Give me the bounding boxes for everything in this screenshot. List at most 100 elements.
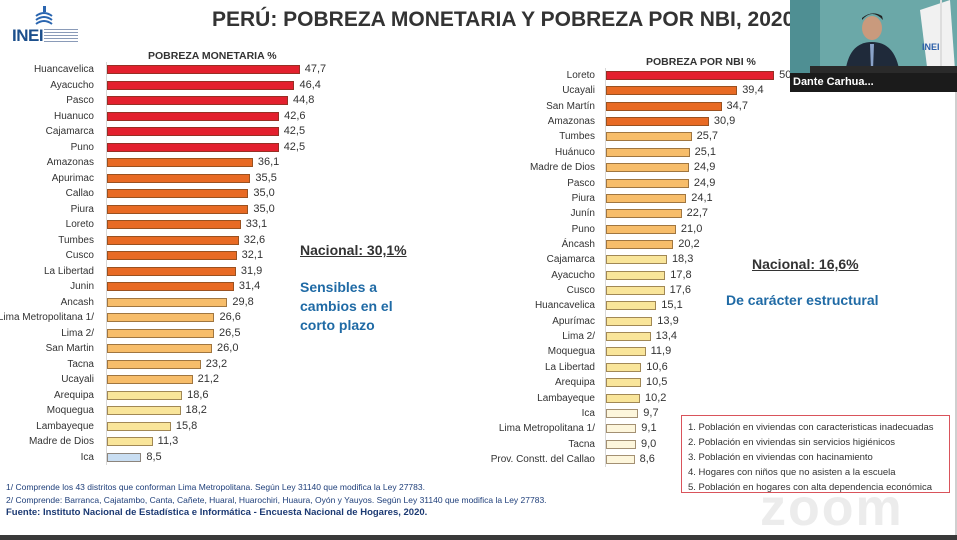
bar [107, 65, 300, 74]
value-label: 13,4 [655, 330, 678, 343]
bar [107, 142, 279, 152]
category-label: Tacna [67, 358, 94, 370]
logo-text: INEI [12, 26, 44, 45]
nacional-nbi: Nacional: 16,6% [752, 256, 859, 272]
value-label: 31,9 [240, 264, 263, 277]
value-label: 26,0 [217, 342, 239, 354]
value-label: 23,2 [205, 357, 228, 370]
value-label: 18,3 [671, 253, 694, 266]
legend-item: 5. Población en hogares con alta depende… [688, 482, 933, 493]
value-label: 20,2 [678, 237, 700, 250]
value-label: 8,5 [146, 450, 162, 463]
category-label: Apurímac [552, 315, 595, 327]
value-label: 34,7 [726, 99, 748, 112]
participant-video-tile[interactable]: INEI Dante Carhua... [790, 0, 957, 92]
category-label: Tumbes [58, 234, 94, 246]
category-label: Ayacucho [551, 269, 595, 281]
bar [107, 189, 249, 198]
category-label: Áncash [561, 238, 595, 250]
bar [107, 251, 237, 260]
value-label: 25,7 [696, 130, 718, 143]
note-nbi: De carácter estructural [726, 292, 879, 308]
participant-name: Dante Carhua... [790, 73, 957, 92]
value-label: 15,1 [661, 299, 683, 312]
value-label: 21,2 [197, 373, 220, 385]
category-label: Ucayali [562, 85, 595, 97]
category-label: La Libertad [43, 265, 94, 277]
nacional-monetaria: Nacional: 30,1% [300, 242, 407, 258]
bar [107, 313, 215, 322]
bar [107, 328, 215, 338]
value-label: 50 [779, 69, 792, 81]
bar [606, 286, 665, 296]
bar [107, 297, 228, 307]
category-label: Puno [571, 223, 595, 235]
category-label: Lambayeque [537, 392, 595, 404]
bar [606, 239, 674, 249]
value-label: 33,1 [245, 218, 268, 230]
bar [606, 209, 682, 219]
bar [107, 344, 213, 353]
bar [606, 439, 636, 449]
bar [606, 408, 639, 418]
bar [606, 316, 653, 326]
bar [606, 332, 651, 342]
footnote-2: 2/ Comprende: Barranca, Cajatambo, Canta… [6, 495, 547, 505]
legend-item: 4. Hogares con niños que no asisten a la… [688, 467, 896, 478]
category-label: Arequipa [53, 389, 94, 401]
inei-logo-emblem-icon [35, 6, 53, 25]
value-label: 13,9 [657, 314, 679, 327]
value-label: 31,4 [238, 280, 261, 292]
bar [606, 86, 738, 96]
bar [107, 173, 251, 183]
bar [606, 117, 709, 127]
category-label: Ayacucho [50, 79, 94, 91]
chart-title-nbi: POBREZA POR NBI % [646, 56, 756, 68]
value-label: 18,6 [187, 388, 209, 401]
bar [107, 127, 279, 136]
source-note: Fuente: Instituto Nacional de Estadístic… [6, 507, 428, 518]
bar [107, 111, 280, 121]
category-label: Moquegua [547, 346, 595, 358]
category-label: Callao [65, 188, 94, 199]
value-label: 35,0 [253, 187, 275, 199]
value-label: 42,5 [283, 140, 306, 153]
bar [606, 301, 657, 311]
category-label: La Libertad [544, 361, 595, 373]
bar [606, 255, 667, 265]
value-label: 9,7 [643, 406, 659, 419]
bar [107, 80, 295, 90]
category-label: Apurimac [51, 172, 94, 184]
value-label: 24,9 [693, 176, 716, 189]
bar [107, 282, 234, 291]
bar [107, 204, 249, 214]
category-label: Cajamarca [45, 126, 94, 137]
value-label: 42,6 [284, 109, 306, 122]
category-label: San Martin [45, 343, 94, 354]
category-label: San Martín [546, 100, 595, 112]
category-label: Ucayali [61, 374, 94, 385]
category-label: Huancavelica [33, 64, 94, 75]
category-label: Piura [571, 192, 595, 204]
category-label: Pasco [66, 95, 94, 106]
bar [606, 270, 666, 280]
category-label: Ancash [60, 296, 94, 308]
value-label: 9,1 [641, 422, 657, 435]
slide-title: PERÚ: POBREZA MONETARIA Y POBREZA POR NB… [212, 8, 795, 31]
value-label: 11,3 [157, 435, 179, 447]
bar [606, 347, 646, 357]
bar [606, 455, 635, 464]
bar [606, 178, 689, 188]
bar [107, 158, 253, 167]
chart-axis-line [106, 62, 107, 465]
bar [107, 375, 193, 384]
category-label: Loreto [65, 219, 94, 230]
category-label: Pasco [567, 177, 595, 189]
logo-subtitle-lines [44, 29, 78, 43]
value-label: 42,5 [283, 125, 306, 137]
legend-item: 3. Población en viviendas con hacinamien… [688, 452, 873, 463]
category-label: Junín [570, 208, 595, 220]
category-label: Madre de Dios [529, 162, 595, 174]
legend-item: 2. Población en viviendas sin servicios … [688, 437, 896, 448]
value-label: 10,6 [646, 360, 668, 373]
